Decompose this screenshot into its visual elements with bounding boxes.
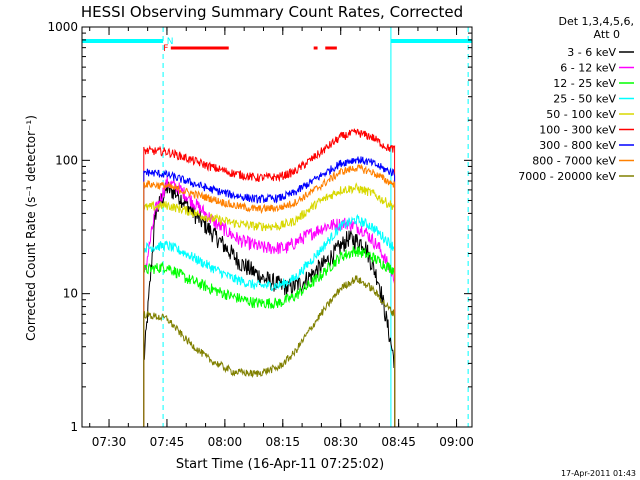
legend-label: 100 - 300 keV xyxy=(539,124,616,137)
legend-title-line-2: Att 0 xyxy=(594,28,620,41)
y-axis-label: Corrected Count Rate (s⁻¹ detector⁻¹) xyxy=(24,115,38,341)
series-line-2 xyxy=(143,245,396,428)
legend-label: 50 - 100 keV xyxy=(546,108,616,121)
legend-label: 12 - 25 keV xyxy=(553,77,616,90)
x-tick-label: 07:45 xyxy=(150,435,185,449)
x-tick-label: 09:00 xyxy=(439,435,474,449)
flare-flag-label: F xyxy=(163,44,168,54)
chart-title: HESSI Observing Summary Count Rates, Cor… xyxy=(81,3,463,21)
x-axis-label: Start Time (16-Apr-11 07:25:02) xyxy=(176,457,384,472)
legend-label: 3 - 6 keV xyxy=(567,46,616,59)
legend-label: 800 - 7000 keV xyxy=(532,155,616,168)
legend-label: 25 - 50 keV xyxy=(553,93,616,106)
x-tick-label: 08:00 xyxy=(208,435,243,449)
series-line-8 xyxy=(143,275,396,428)
y-tick-label: 1 xyxy=(70,420,78,434)
y-tick-label: 10 xyxy=(63,287,78,301)
observing-flags: FN xyxy=(82,27,472,427)
series-line-4 xyxy=(143,182,396,428)
legend: 3 - 6 keV 6 - 12 keV 12 - 25 keV 25 - 50 ke… xyxy=(518,46,634,183)
y-tick-label: 1000 xyxy=(47,20,78,34)
x-tick-label: 07:30 xyxy=(92,435,127,449)
y-axis: 1 10 100 1000 xyxy=(47,20,472,434)
x-tick-label: 08:30 xyxy=(323,435,358,449)
series-line-3 xyxy=(143,213,396,428)
y-tick-label: 100 xyxy=(55,153,78,167)
series-line-7 xyxy=(143,163,396,428)
series-line-5 xyxy=(143,128,396,428)
x-tick-label: 08:45 xyxy=(381,435,416,449)
x-axis: 07:30 07:45 08:00 08:15 08:30 08:45 09:00 xyxy=(89,27,474,449)
night-flag-label: N xyxy=(167,37,174,47)
plot-frame xyxy=(81,26,473,428)
legend-label: 7000 - 20000 keV xyxy=(518,170,616,183)
legend-label: 6 - 12 keV xyxy=(560,62,616,75)
footer-timestamp: 17-Apr-2011 01:43 xyxy=(561,469,636,478)
series-line-1 xyxy=(143,176,396,428)
legend-title-line-1: Det 1,3,4,5,6, xyxy=(558,15,634,28)
x-tick-label: 08:15 xyxy=(265,435,300,449)
series-layer xyxy=(143,128,396,428)
series-line-6 xyxy=(143,156,396,428)
legend-label: 300 - 800 keV xyxy=(539,139,616,152)
